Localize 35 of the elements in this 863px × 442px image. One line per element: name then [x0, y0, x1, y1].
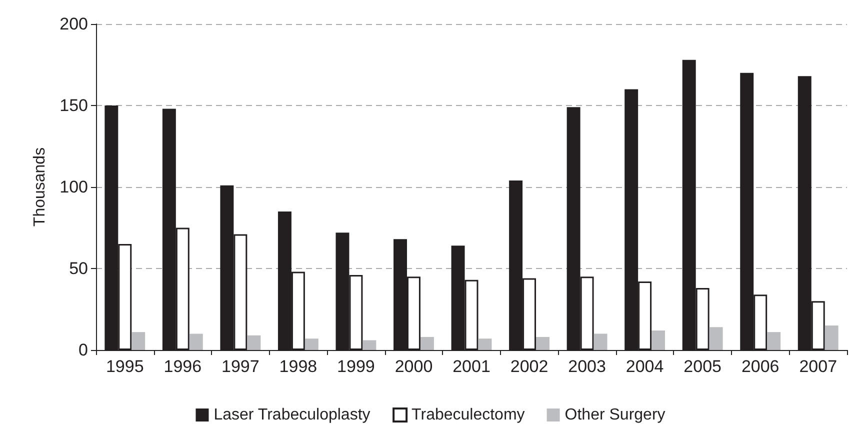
y-tick-label: 0 [78, 340, 88, 360]
bar [652, 330, 666, 350]
x-tick-label: 1995 [106, 357, 144, 376]
y-tick-label: 100 [60, 178, 88, 196]
bar [420, 336, 434, 350]
bar [824, 326, 838, 350]
bar [594, 334, 608, 350]
bar [478, 338, 492, 350]
y-tick-label: 150 [60, 96, 88, 115]
bar [304, 338, 318, 350]
legend-label: Laser Trabeculoplasty [214, 406, 370, 424]
bar [767, 332, 781, 350]
x-tick-label: 1998 [279, 357, 318, 376]
x-tick-label: 1996 [164, 357, 202, 376]
legend-label: Other Surgery [564, 406, 666, 424]
bar [132, 332, 146, 350]
y-axis-title: Thousands [32, 147, 48, 227]
x-tick-label: 2006 [741, 357, 780, 376]
bar [362, 340, 376, 350]
x-tick-label: 2003 [568, 357, 606, 376]
x-tick-label: 2004 [626, 357, 664, 376]
bar [536, 336, 550, 350]
x-tick-label: 2002 [510, 357, 548, 376]
x-tick-label: 1999 [337, 357, 375, 376]
x-tick-label: 2007 [799, 357, 838, 376]
x-tick-label: 1997 [222, 357, 260, 376]
x-tick-label: 2000 [394, 357, 433, 376]
y-tick-label: 200 [60, 14, 88, 34]
bar [247, 335, 261, 350]
legend-label: Trabeculectomy [412, 406, 525, 424]
x-tick-label: 2001 [452, 357, 490, 376]
bar [709, 327, 723, 350]
bar [189, 334, 203, 350]
x-tick-label: 2005 [684, 357, 722, 376]
y-tick-label: 50 [69, 259, 88, 278]
